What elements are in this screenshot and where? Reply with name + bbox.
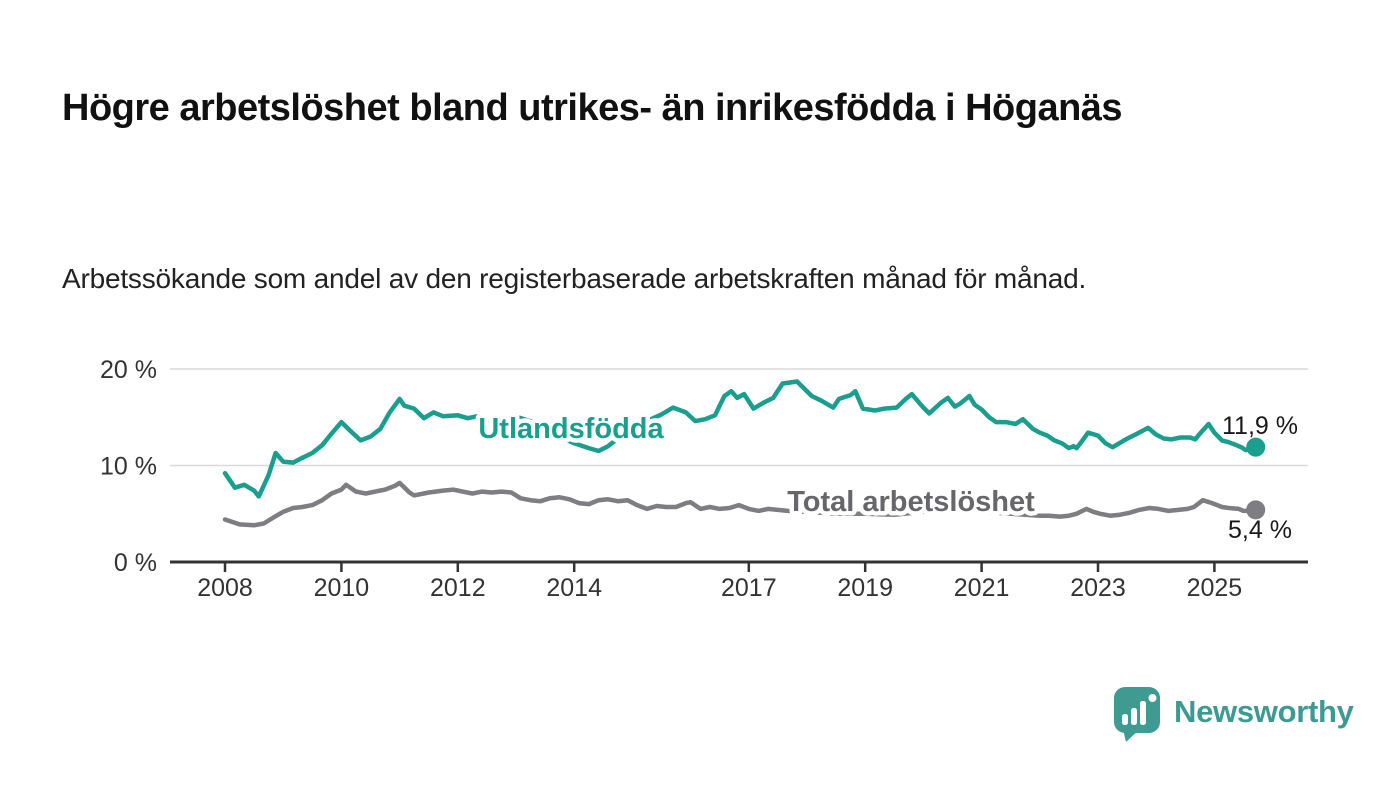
x-axis-label: 2010: [314, 574, 370, 602]
brand-name: Newsworthy: [1174, 694, 1354, 729]
x-axis-label: 2023: [1070, 574, 1126, 602]
series-line-total-arbetsl-shet: [222, 480, 1258, 528]
y-axis-label: 0 %: [114, 549, 157, 577]
y-axis-label: 20 %: [100, 356, 157, 384]
x-axis-label: 2021: [954, 574, 1010, 602]
series-end-dot: [1246, 500, 1266, 520]
y-axis-label: 10 %: [100, 453, 157, 481]
x-axis-label: 2012: [430, 574, 486, 602]
series-line-utlandsf-dda: [222, 379, 1258, 499]
x-axis-label: 2025: [1187, 574, 1243, 602]
x-axis-label: 2008: [197, 574, 253, 602]
series-end-dot: [1246, 437, 1266, 457]
x-axis-label: 2017: [721, 574, 777, 602]
chart-subtitle: Arbetssökande som andel av den registerb…: [62, 263, 1087, 294]
newsworthy-logo-icon: [1114, 687, 1160, 742]
x-axis-label: 2019: [837, 574, 893, 602]
series-label: Total arbetslöshet: [787, 486, 1035, 518]
newsworthy-branding: Newsworthy: [1113, 686, 1354, 743]
series-end-value: 11,9 %: [1222, 412, 1298, 440]
series-end-value: 5,4 %: [1228, 516, 1292, 544]
series-label: Utlandsfödda: [478, 413, 664, 445]
x-axis-label: 2014: [546, 574, 602, 602]
page-title: Högre arbetslöshet bland utrikes- än inr…: [62, 87, 1123, 130]
